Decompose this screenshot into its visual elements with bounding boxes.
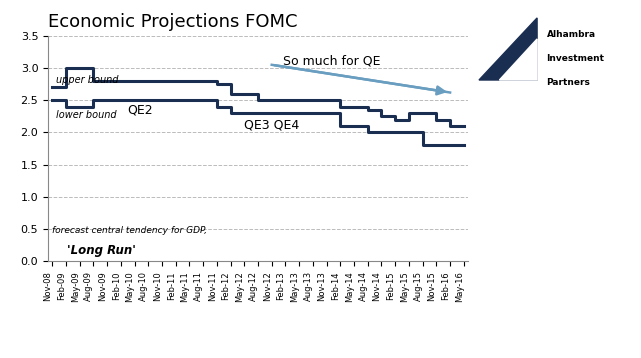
- Text: So much for QE: So much for QE: [283, 54, 380, 67]
- Text: QE3 QE4: QE3 QE4: [244, 118, 299, 131]
- Text: Partners: Partners: [547, 78, 590, 87]
- Polygon shape: [479, 18, 537, 80]
- Text: Investment: Investment: [547, 54, 604, 63]
- Text: upper bound: upper bound: [56, 75, 119, 85]
- Text: forecast central tendency for GDP,: forecast central tendency for GDP,: [53, 226, 207, 236]
- Polygon shape: [499, 39, 537, 80]
- Text: Alhambra: Alhambra: [547, 30, 595, 39]
- Text: 'Long Run': 'Long Run': [67, 244, 136, 257]
- Text: lower bound: lower bound: [56, 110, 117, 120]
- Text: QE2: QE2: [128, 103, 153, 116]
- Text: Economic Projections FOMC: Economic Projections FOMC: [48, 14, 297, 32]
